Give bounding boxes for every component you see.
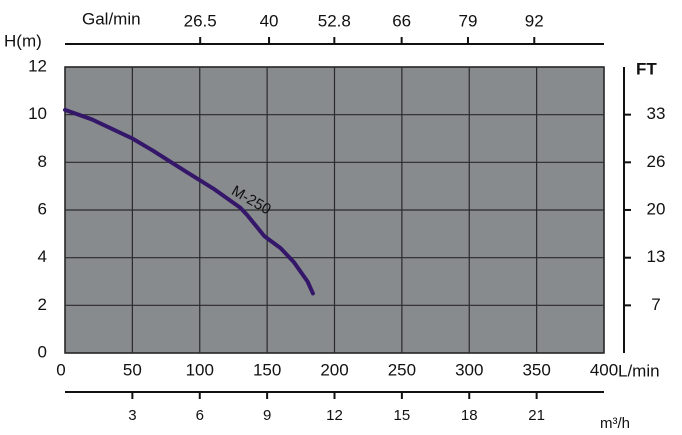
x2-tick-label: 66: [392, 11, 411, 30]
x-axis-label: L/min: [618, 361, 660, 380]
x2-axis-label: Gal/min: [82, 9, 141, 28]
x2-tick-label: 26.5: [184, 11, 217, 30]
y-tick-label: 8: [38, 152, 47, 171]
x2-tick-label: 79: [459, 11, 478, 30]
x2-tick-label: 52.8: [318, 11, 351, 30]
y-tick-label: 12: [28, 56, 47, 75]
x2-tick-label: 92: [525, 11, 544, 30]
x2-tick-label: 40: [260, 11, 279, 30]
x-tick-label: 200: [320, 360, 348, 379]
x3-axis-label: m³/h: [600, 415, 630, 432]
x-tick-label: 400: [590, 360, 618, 379]
y-tick-label: 0: [38, 342, 47, 361]
x-tick-label: 250: [388, 360, 416, 379]
x3-tick-label: 3: [128, 407, 136, 424]
y-axis-label: H(m): [4, 31, 42, 50]
y2-tick-label: 20: [647, 199, 666, 218]
y2-axis-label: FT: [636, 59, 657, 78]
x3-tick-label: 15: [394, 407, 411, 424]
x-tick-label: 0: [56, 360, 65, 379]
x-tick-label: 300: [455, 360, 483, 379]
x3-tick-label: 18: [461, 407, 478, 424]
y2-tick-label: 33: [647, 104, 666, 123]
x3-tick-label: 6: [196, 407, 204, 424]
x-tick-label: 350: [522, 360, 550, 379]
curve: [63, 107, 315, 296]
y-tick-label: 6: [38, 199, 47, 218]
y2-tick-label: 26: [647, 152, 666, 171]
x3-tick-label: 12: [326, 407, 343, 424]
y2-tick-label: 13: [647, 247, 666, 266]
y-tick-label: 2: [38, 295, 47, 314]
x3-tick-label: 9: [263, 407, 271, 424]
y-tick-label: 4: [38, 247, 47, 266]
y2-tick-label: 7: [651, 295, 660, 314]
y-tick-label: 10: [28, 104, 47, 123]
x-tick-label: 100: [186, 360, 214, 379]
x3-tick-label: 21: [528, 407, 545, 424]
x-tick-label: 50: [123, 360, 142, 379]
x-tick-label: 150: [253, 360, 281, 379]
